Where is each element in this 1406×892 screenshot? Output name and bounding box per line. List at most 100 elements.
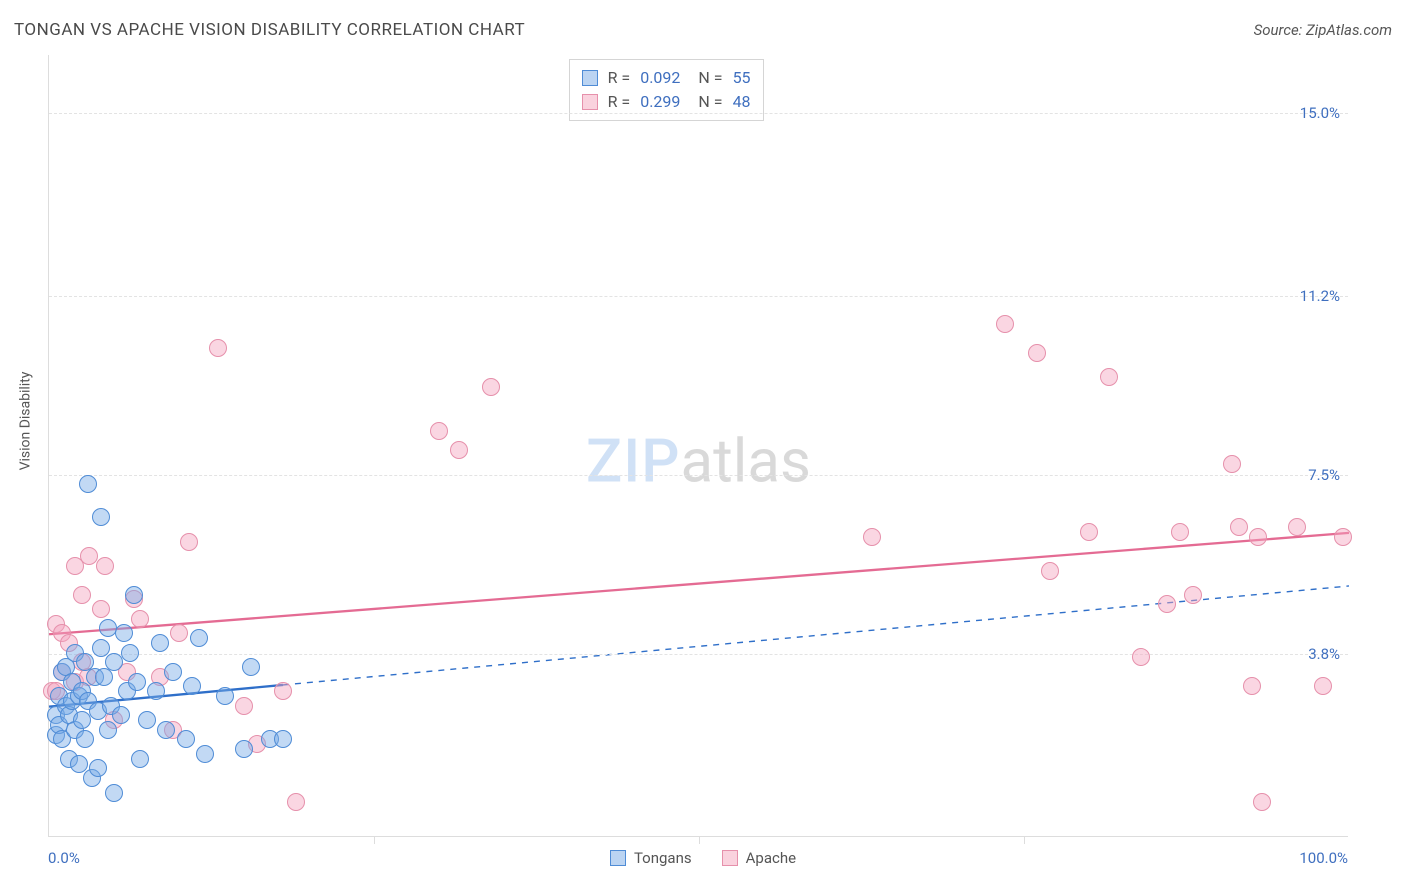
source-name: ZipAtlas.com — [1306, 21, 1392, 39]
data-point — [180, 533, 198, 551]
data-point — [128, 673, 146, 691]
legend-item: Tongans — [610, 849, 692, 867]
data-point — [112, 706, 130, 724]
data-point — [190, 629, 208, 647]
source-prefix: Source: — [1254, 21, 1306, 39]
data-point — [89, 759, 107, 777]
legend-label: Apache — [746, 849, 796, 867]
x-tick — [1024, 836, 1025, 844]
legend-swatch — [582, 94, 598, 110]
data-point — [76, 730, 94, 748]
data-point — [131, 750, 149, 768]
data-point — [1223, 455, 1241, 473]
data-point — [138, 711, 156, 729]
data-point — [1132, 648, 1150, 666]
legend-swatch — [582, 70, 598, 86]
data-point — [450, 441, 468, 459]
data-point — [147, 682, 165, 700]
legend-label: Tongans — [634, 849, 692, 867]
data-point — [430, 422, 448, 440]
stat-value: 0.092 — [640, 66, 680, 90]
stat-value: 55 — [733, 66, 751, 90]
data-point — [1041, 562, 1059, 580]
gridline — [49, 296, 1348, 297]
data-point — [242, 658, 260, 676]
series-legend: Tongans Apache — [0, 849, 1406, 867]
data-point — [164, 663, 182, 681]
data-point — [79, 475, 97, 493]
data-point — [1100, 368, 1118, 386]
data-point — [92, 639, 110, 657]
data-point — [121, 644, 139, 662]
stat-label: R = — [608, 90, 631, 114]
data-point — [1171, 523, 1189, 541]
x-tick — [374, 836, 375, 844]
stat-value: 0.299 — [640, 90, 680, 114]
chart-title: TONGAN VS APACHE VISION DISABILITY CORRE… — [14, 20, 525, 40]
data-point — [287, 793, 305, 811]
data-point — [1288, 518, 1306, 536]
data-point — [235, 697, 253, 715]
legend-swatch — [610, 850, 626, 866]
data-point — [996, 315, 1014, 333]
stats-legend: R = 0.092 N = 55 R = 0.299 N = 48 — [569, 59, 764, 121]
data-point — [1028, 344, 1046, 362]
data-point — [99, 721, 117, 739]
y-tick-label: 11.2% — [1300, 287, 1340, 305]
data-point — [92, 508, 110, 526]
source-attribution: Source: ZipAtlas.com — [1254, 21, 1392, 39]
data-point — [274, 682, 292, 700]
data-point — [183, 677, 201, 695]
data-point — [1230, 518, 1248, 536]
y-axis-label-container: Vision Disability — [10, 0, 40, 842]
data-point — [1243, 677, 1261, 695]
data-point — [216, 687, 234, 705]
data-point — [1314, 677, 1332, 695]
legend-swatch — [722, 850, 738, 866]
chart-plot-area: ZIPatlas R =0.092N =55R =0.299N =48 3.8%… — [48, 55, 1348, 837]
data-point — [274, 730, 292, 748]
gridline — [49, 113, 1348, 114]
data-point — [196, 745, 214, 763]
data-point — [115, 624, 133, 642]
y-axis-label: Vision Disability — [17, 372, 33, 471]
y-tick-label: 7.5% — [1308, 466, 1340, 484]
data-point — [1158, 595, 1176, 613]
stat-label: N = — [698, 66, 722, 90]
data-point — [105, 784, 123, 802]
data-point — [209, 339, 227, 357]
legend-item: Apache — [722, 849, 796, 867]
data-point — [177, 730, 195, 748]
y-tick-label: 15.0% — [1300, 104, 1340, 122]
gridline — [49, 475, 1348, 476]
gridline — [49, 654, 1348, 655]
data-point — [151, 634, 169, 652]
data-point — [170, 624, 188, 642]
stat-value: 48 — [733, 90, 751, 114]
data-point — [235, 740, 253, 758]
data-point — [73, 711, 91, 729]
y-tick-label: 3.8% — [1308, 645, 1340, 663]
data-point — [863, 528, 881, 546]
trend-line — [49, 533, 1349, 634]
x-tick — [699, 836, 700, 844]
data-point — [96, 557, 114, 575]
data-point — [131, 610, 149, 628]
data-point — [1253, 793, 1271, 811]
data-point — [157, 721, 175, 739]
stats-legend-row: R = 0.092 N = 55 — [582, 66, 751, 90]
data-point — [70, 755, 88, 773]
data-point — [125, 586, 143, 604]
data-point — [1184, 586, 1202, 604]
data-point — [92, 600, 110, 618]
data-point — [1334, 528, 1352, 546]
trend-lines-svg — [49, 55, 1348, 836]
data-point — [482, 378, 500, 396]
stat-label: N = — [698, 90, 722, 114]
stat-label: R = — [608, 66, 631, 90]
data-point — [73, 586, 91, 604]
stats-legend-row: R = 0.299 N = 48 — [582, 90, 751, 114]
data-point — [1249, 528, 1267, 546]
data-point — [99, 619, 117, 637]
data-point — [1080, 523, 1098, 541]
